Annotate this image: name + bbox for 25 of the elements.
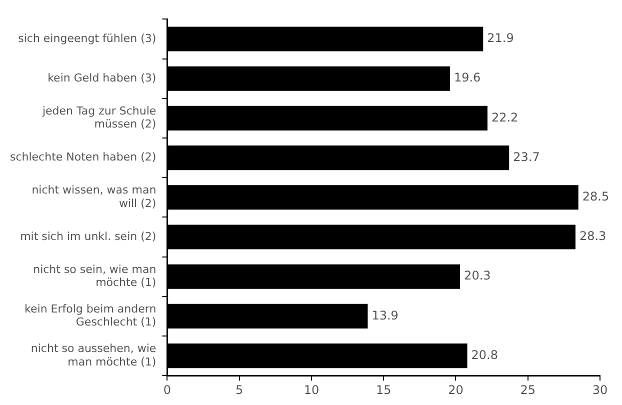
x-tick-label: 10 [304,382,320,397]
data-label: 23.7 [513,150,540,164]
data-label: 21.9 [487,31,514,46]
y-tick-label: kein Geld haben (3) [48,71,156,84]
x-tick-label: 20 [448,382,464,397]
y-tick-label: nicht so aussehen, wie man möchte (1) [30,342,156,368]
y-tick-label: mit sich im unkl. sein (2) [20,230,156,243]
x-tick-label: 25 [520,382,536,397]
x-tick-label: 0 [163,382,172,397]
y-tick-label: sich eingeengt fühlen (3) [18,32,156,45]
x-tick-label: 5 [236,382,244,397]
y-tick-label: kein Erfolg beim andern Geschlecht (1) [24,302,156,329]
data-label: 28.5 [582,190,610,204]
data-label: 20.8 [471,348,498,362]
data-label: 22.2 [491,110,518,124]
data-label: 28.3 [579,229,606,244]
x-tick-label: 30 [592,382,608,397]
x-tick-label: 15 [376,382,392,397]
y-tick-label: nicht so sein, wie man möchte (1) [33,262,156,290]
y-tick-label: nicht wissen, was man will (2) [32,184,156,210]
data-label: 13.9 [372,308,398,322]
y-tick-label: schlechte Noten haben (2) [10,150,156,164]
y-tick-label: jeden Tag zur Schule müssen (2) [41,104,156,131]
data-label: 19.6 [454,70,481,85]
data-label: 20.3 [464,268,491,283]
